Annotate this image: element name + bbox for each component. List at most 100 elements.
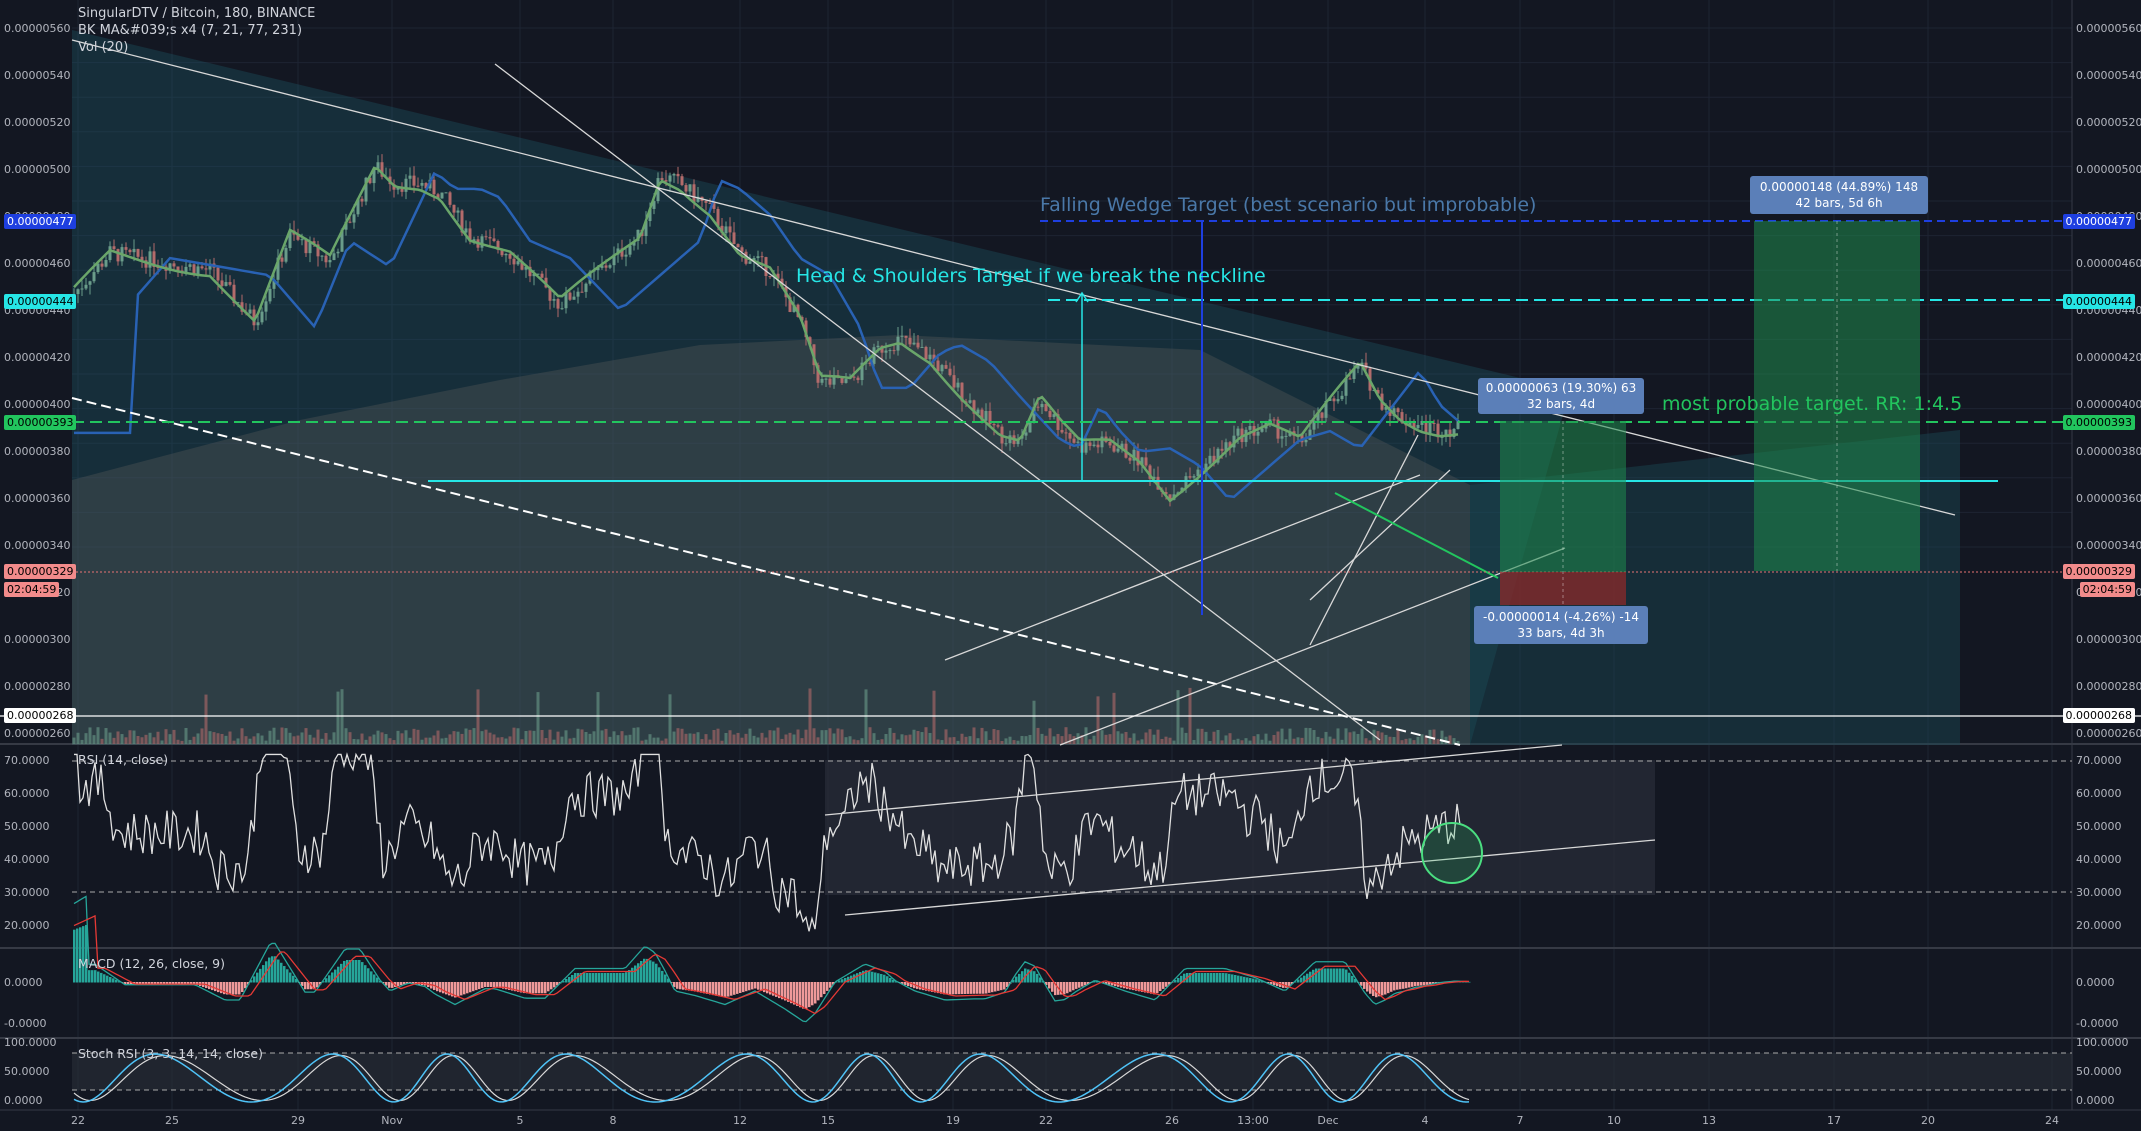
macd-bar — [505, 982, 508, 990]
candle-body — [432, 179, 436, 195]
big-target-label[interactable]: 0.00000148 (44.89%) 148 42 bars, 5d 6h — [1750, 176, 1928, 214]
volume-bar — [172, 729, 176, 744]
candle-body — [1348, 378, 1352, 380]
wedge-upper-trendline[interactable] — [71, 39, 1956, 516]
volume-bar — [1248, 740, 1252, 744]
price-tick-left: 0.00000280 — [4, 680, 70, 693]
rsi-lower-trendline[interactable] — [844, 839, 1656, 916]
chart-legend[interactable]: SingularDTV / Bitcoin, 180, BINANCE BK M… — [78, 5, 315, 56]
macd-bar — [292, 975, 295, 983]
macd-bar — [106, 975, 109, 983]
big-target-line1: 0.00000148 (44.89%) 148 — [1760, 180, 1918, 194]
price-badge-268: 0.00000268 — [2062, 708, 2135, 723]
rising-wedge-lower[interactable] — [1309, 434, 1419, 646]
candle-body — [1360, 362, 1364, 366]
time-tick: 13 — [1702, 1114, 1716, 1127]
macd-bar — [799, 982, 802, 1008]
candle-body — [328, 260, 332, 263]
macd-bar — [709, 982, 712, 995]
candle-body — [320, 255, 324, 257]
volume-bar — [208, 731, 212, 744]
macd-bar — [679, 982, 682, 990]
candle-body — [924, 346, 928, 360]
candle-body — [352, 214, 356, 223]
macd-bar — [964, 982, 967, 994]
price-tick: 0.00000520 — [2076, 116, 2141, 129]
macd-bar — [508, 982, 511, 990]
rsi-legend[interactable]: RSI (14, close) — [78, 752, 169, 767]
macd-bar — [583, 973, 586, 983]
volume-bar — [608, 736, 612, 744]
macd-bar — [1075, 982, 1078, 989]
macd-bar — [754, 982, 757, 989]
small-target-label[interactable]: 0.00000063 (19.30%) 63 32 bars, 4d — [1478, 378, 1644, 414]
long-position-target-big[interactable] — [1754, 221, 1920, 571]
price-axis[interactable]: 0.00000560 0.00000540 0.00000520 0.00000500… — [2076, 22, 2141, 1107]
volume-bar — [568, 738, 572, 744]
volume-bar — [1412, 740, 1416, 744]
most-probable-annotation[interactable]: most probable target. RR: 1:4.5 — [1662, 393, 1962, 415]
channel-lower-line[interactable] — [1059, 547, 1566, 746]
candle-body — [1456, 420, 1460, 429]
time-tick: 17 — [1827, 1114, 1841, 1127]
macd-bar — [1183, 973, 1186, 983]
macd-bar — [1237, 975, 1240, 983]
macd-bar — [1141, 982, 1144, 992]
volume-bar — [1120, 733, 1124, 744]
macd-bar — [580, 973, 583, 983]
candle-body — [1096, 444, 1100, 448]
macd-legend[interactable]: MACD (12, 26, close, 9) — [78, 956, 225, 971]
volume-bar — [1368, 740, 1372, 744]
falling-wedge-annotation[interactable]: Falling Wedge Target (best scenario but … — [1040, 194, 1536, 216]
symbol-title[interactable]: SingularDTV / Bitcoin, 180, BINANCE — [78, 6, 316, 21]
channel-upper-line[interactable] — [944, 474, 1421, 661]
macd-bar — [127, 982, 130, 985]
long-position-target-small[interactable] — [1500, 421, 1626, 572]
stoch-legend[interactable]: Stoch RSI (3, 3, 14, 14, close) — [78, 1046, 263, 1061]
volume-bar — [276, 739, 280, 744]
candle-body — [1232, 435, 1236, 448]
macd-bar — [838, 980, 841, 983]
candle-body — [860, 362, 864, 381]
minor-downtrend-green[interactable] — [1334, 492, 1499, 579]
price-tick-left: 0.00000400 — [4, 398, 70, 411]
macd-bar — [1297, 979, 1300, 983]
volume-bar — [128, 730, 132, 744]
macd-bar — [304, 982, 307, 990]
long-position-stop-small[interactable] — [1500, 572, 1626, 605]
macd-bar — [379, 980, 382, 983]
volume-bar — [1024, 736, 1028, 744]
time-axis[interactable]: 22 25 29 Nov 5 8 12 15 19 22 26 13:00 Dec 4 7 10 13 17 20 2… — [71, 1114, 2059, 1127]
macd-bar — [922, 982, 925, 991]
macd-tick-left: -0.0000 — [4, 1017, 46, 1030]
macd-bar — [166, 982, 169, 985]
ma-indicator-label[interactable]: BK MA&#039;s x4 (7, 21, 77, 231) — [78, 23, 303, 38]
macd-bar — [814, 982, 817, 1004]
candle-body — [916, 342, 920, 348]
macd-bar — [1081, 982, 1084, 987]
macd-bar — [79, 927, 82, 983]
volume-bar — [1000, 740, 1004, 744]
macd-bar — [280, 962, 283, 983]
steep-downtrend-line[interactable] — [494, 63, 1381, 741]
rsi-tick: 30.0000 — [2076, 886, 2122, 899]
wedge-lower-trendline[interactable] — [71, 397, 1461, 746]
volume-indicator-label[interactable]: Vol (20) — [78, 40, 129, 55]
volume-bar — [1316, 736, 1320, 744]
volume-bar — [620, 731, 624, 744]
head-shoulders-annotation[interactable]: Head & Shoulders Target if we break the … — [796, 265, 1266, 287]
rsi-highlight-circle[interactable] — [1421, 822, 1483, 884]
macd-bar — [1285, 982, 1288, 988]
candle-body — [956, 382, 960, 388]
macd-bar — [1327, 968, 1330, 983]
stop-label[interactable]: -0.00000014 (-4.26%) -14 33 bars, 4d 3h — [1474, 606, 1648, 644]
rising-wedge-upper[interactable] — [1309, 469, 1451, 601]
volume-bar — [472, 728, 476, 744]
candle-body — [1164, 492, 1168, 495]
rsi-upper-trendline[interactable] — [824, 744, 1563, 816]
volume-bar — [444, 737, 448, 744]
candle-body — [1352, 368, 1356, 380]
volume-bar — [604, 728, 608, 744]
